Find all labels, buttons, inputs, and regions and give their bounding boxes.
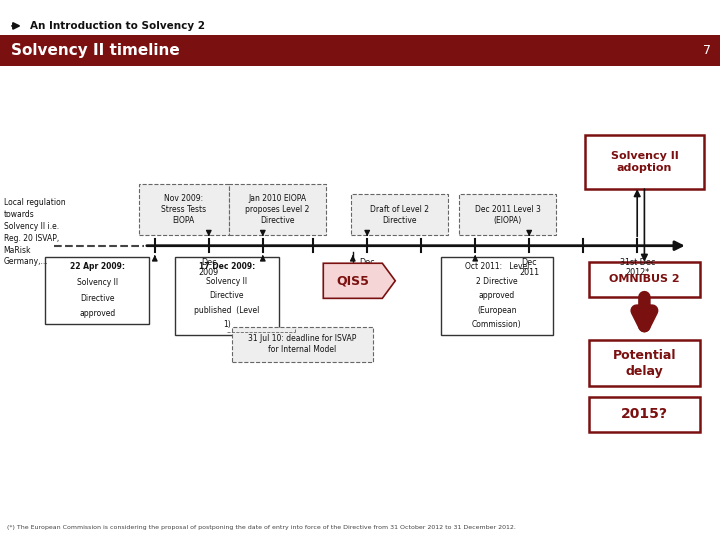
- Text: Solvency II: Solvency II: [206, 276, 248, 286]
- Text: Jan 2010 EIOPA
proposes Level 2
Directive: Jan 2010 EIOPA proposes Level 2 Directiv…: [245, 194, 310, 225]
- Text: 7: 7: [703, 44, 711, 57]
- Text: Solvency II
adoption: Solvency II adoption: [611, 151, 678, 173]
- FancyBboxPatch shape: [232, 327, 373, 362]
- Text: 31 Jul 10: deadline for ISVAP
for Internal Model: 31 Jul 10: deadline for ISVAP for Intern…: [248, 334, 356, 354]
- Text: 1): 1): [223, 320, 230, 329]
- Text: Commission): Commission): [472, 320, 521, 329]
- Text: OMNIBUS 2: OMNIBUS 2: [609, 274, 680, 285]
- FancyBboxPatch shape: [138, 184, 229, 235]
- Text: Draft of Level 2
Directive: Draft of Level 2 Directive: [370, 205, 429, 225]
- Text: 2015?: 2015?: [621, 408, 668, 421]
- Text: (*) The European Commission is considering the proposal of postponing the date o: (*) The European Commission is consideri…: [7, 525, 516, 530]
- FancyBboxPatch shape: [589, 262, 701, 297]
- Text: Local regulation: Local regulation: [4, 198, 66, 207]
- Text: Dec 2011 Level 3
(EIOPA): Dec 2011 Level 3 (EIOPA): [474, 205, 541, 225]
- Text: towards: towards: [4, 210, 35, 219]
- Text: Directive: Directive: [80, 294, 114, 302]
- Text: Solvency II: Solvency II: [76, 278, 118, 287]
- Text: Dec
2010: Dec 2010: [357, 258, 377, 277]
- FancyBboxPatch shape: [174, 256, 279, 335]
- Text: Oct 2011:   Level: Oct 2011: Level: [464, 262, 529, 271]
- Text: 22 Apr 2009:: 22 Apr 2009:: [70, 262, 125, 272]
- Polygon shape: [323, 263, 395, 298]
- Text: approved: approved: [479, 291, 515, 300]
- Text: Potential
delay: Potential delay: [613, 349, 676, 377]
- FancyBboxPatch shape: [351, 194, 448, 235]
- Text: Solvency II i.e.: Solvency II i.e.: [4, 222, 59, 231]
- Text: published  (Level: published (Level: [194, 306, 259, 315]
- Text: (European: (European: [477, 306, 516, 315]
- Text: Directive: Directive: [210, 291, 244, 300]
- Text: 17 Dec 2009:: 17 Dec 2009:: [199, 262, 255, 271]
- FancyBboxPatch shape: [45, 256, 150, 324]
- FancyBboxPatch shape: [589, 397, 701, 432]
- FancyBboxPatch shape: [441, 256, 553, 335]
- FancyBboxPatch shape: [589, 340, 701, 386]
- Text: Nov 2009:
Stress Tests
EIOPA: Nov 2009: Stress Tests EIOPA: [161, 194, 206, 225]
- FancyBboxPatch shape: [229, 184, 325, 235]
- Text: 2 Directive: 2 Directive: [476, 276, 518, 286]
- FancyBboxPatch shape: [0, 35, 720, 66]
- Text: approved: approved: [79, 309, 115, 318]
- Text: Reg. 20 ISVAP,: Reg. 20 ISVAP,: [4, 234, 59, 242]
- Text: Dec
2011: Dec 2011: [519, 258, 539, 277]
- Text: 31st Dec
2012*: 31st Dec 2012*: [619, 258, 655, 277]
- Text: MaRisk: MaRisk: [4, 246, 31, 254]
- FancyBboxPatch shape: [459, 194, 556, 235]
- Text: An Introduction to Solvency 2: An Introduction to Solvency 2: [30, 21, 205, 31]
- FancyBboxPatch shape: [585, 135, 704, 189]
- Text: Dec
2009: Dec 2009: [199, 258, 219, 277]
- Text: Germany,...: Germany,...: [4, 258, 48, 266]
- Text: QIS5: QIS5: [336, 274, 369, 287]
- Text: Solvency II timeline: Solvency II timeline: [11, 43, 179, 58]
